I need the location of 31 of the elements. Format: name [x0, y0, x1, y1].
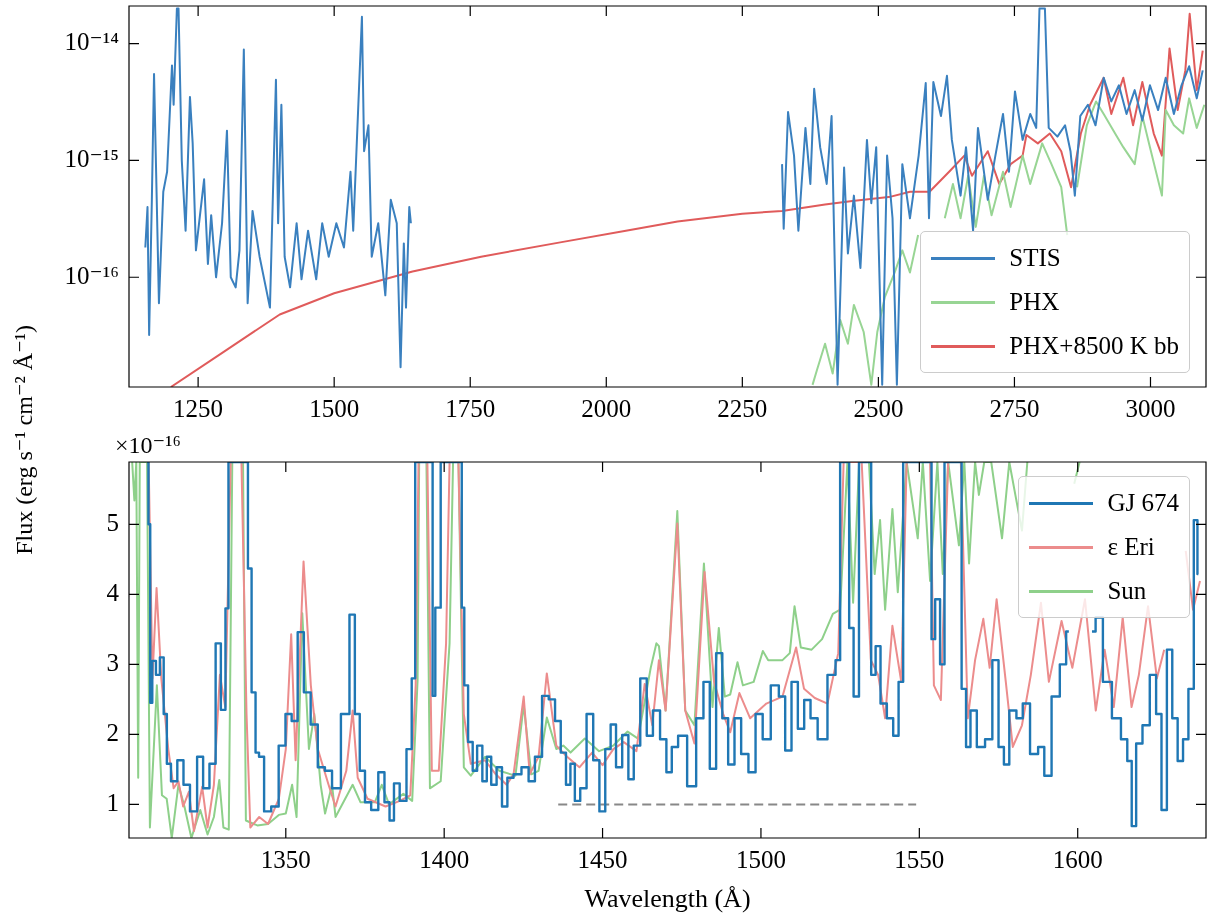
x-tick-label: 1750: [445, 394, 496, 422]
y-tick-label: 2: [106, 718, 119, 746]
x-axis-title: Wavelength (Å): [584, 884, 751, 914]
x-tick-label: 1550: [894, 845, 945, 873]
text: ×10⁻¹⁶: [115, 432, 181, 459]
legend-label: STIS: [1009, 244, 1061, 272]
y-tick-label: 1: [106, 788, 119, 816]
x-tick-label: 1350: [260, 845, 311, 873]
x-tick-label: 1500: [735, 845, 786, 873]
y-tick-label: 10⁻¹⁵: [64, 145, 119, 173]
x-tick-label: 2250: [717, 394, 768, 422]
x-tick-label: 1600: [1052, 845, 1103, 873]
legend-label: GJ 674: [1107, 489, 1179, 517]
x-tick-label: 1450: [577, 845, 628, 873]
y-tick-label: 10⁻¹⁶: [64, 261, 119, 289]
x-tick-label: 1250: [173, 394, 224, 422]
legend-label: PHX+8500 K bb: [1009, 332, 1179, 360]
x-tick-label: 1400: [419, 845, 470, 873]
x-tick-label: 2750: [989, 394, 1040, 422]
y-tick-label: 5: [106, 508, 119, 536]
legend-label: ε Eri: [1107, 533, 1155, 561]
x-tick-label: 2000: [581, 394, 632, 422]
x-tick-label: 1500: [309, 394, 360, 422]
y-tick-label: 3: [106, 648, 119, 676]
y-tick-label: 4: [106, 578, 120, 606]
legend-label: PHX: [1009, 288, 1060, 316]
y-axis-title: Flux (erg s⁻¹ cm⁻² Å⁻¹): [10, 325, 38, 555]
legend-label: Sun: [1107, 577, 1147, 605]
x-tick-label: 2500: [853, 394, 904, 422]
y-tick-label: 10⁻¹⁴: [64, 28, 120, 56]
x-tick-label: 3000: [1125, 394, 1176, 422]
